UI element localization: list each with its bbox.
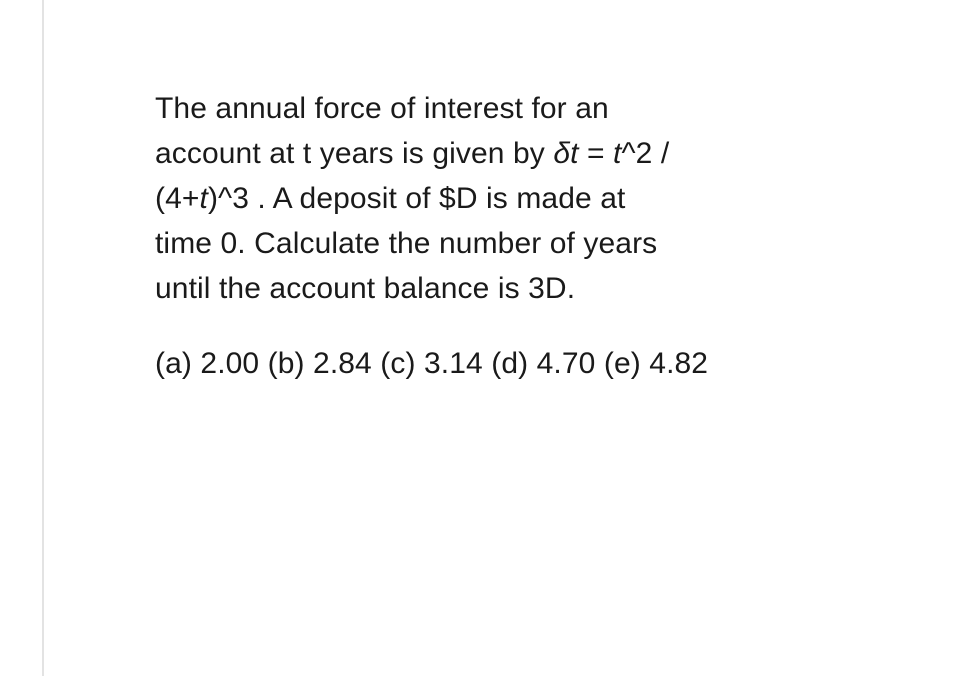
problem-line-4: time 0. Calculate the number of years — [155, 227, 657, 260]
problem-line-2c: ^2 / — [621, 137, 669, 170]
problem-line-3a: (4+ — [155, 182, 200, 215]
problem-line-3b: )^3 . A deposit of $D is made at — [208, 182, 626, 215]
problem-delta: δt — [553, 137, 578, 170]
option-e-value: 4.82 — [649, 347, 708, 380]
problem-line-5: until the account balance is 3D. — [155, 272, 575, 305]
problem-statement: The annual force of interest for an acco… — [155, 86, 845, 311]
option-e-label: (e) — [595, 347, 649, 380]
problem-line-2b: = — [579, 137, 614, 170]
option-b-label: (b) — [259, 347, 313, 380]
problem-line-2a: account at t years is given by — [155, 137, 553, 170]
option-a-value: 2.00 — [200, 347, 259, 380]
option-d-value: 4.70 — [537, 347, 596, 380]
problem-t2: t — [200, 182, 208, 215]
answer-options: (a) 2.00 (b) 2.84 (c) 3.14 (d) 4.70 (e) … — [155, 341, 845, 386]
left-border — [42, 0, 44, 676]
option-c-value: 3.14 — [424, 347, 483, 380]
problem-line-1: The annual force of interest for an — [155, 92, 609, 125]
problem-content: The annual force of interest for an acco… — [155, 86, 845, 386]
option-b-value: 2.84 — [313, 347, 372, 380]
option-a-label: (a) — [155, 347, 200, 380]
option-d-label: (d) — [483, 347, 537, 380]
option-c-label: (c) — [372, 347, 424, 380]
